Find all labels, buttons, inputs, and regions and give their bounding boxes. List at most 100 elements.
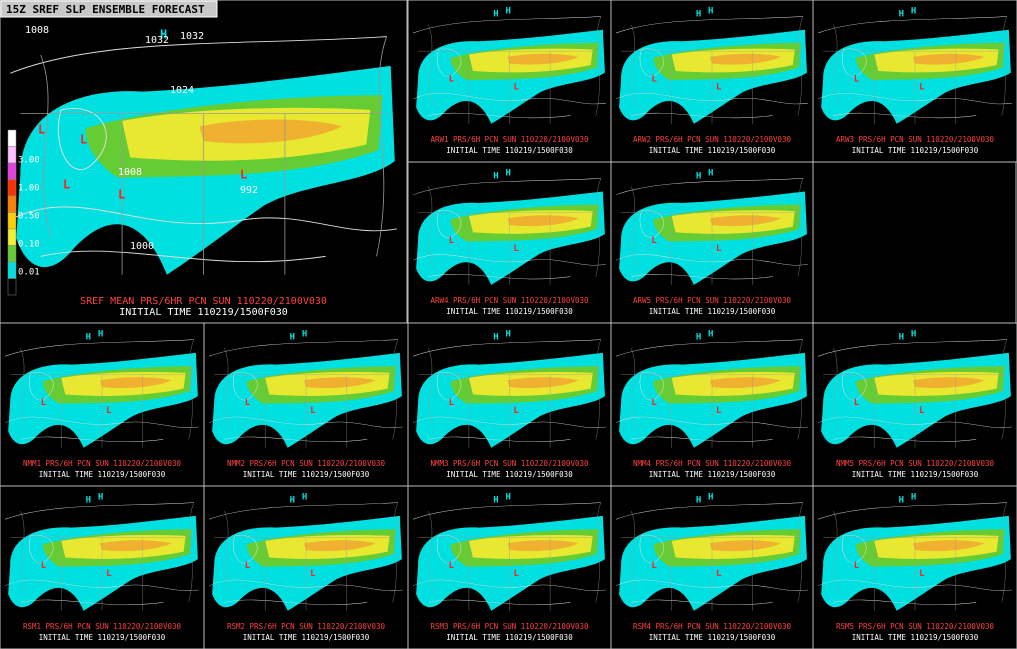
panel-caption: RSM3 PRS/6H PCN SUN 110220/2100V030 — [430, 622, 589, 631]
boundary — [20, 347, 26, 432]
legend-label: 0.10 — [18, 240, 40, 250]
pressure-center: L — [919, 406, 925, 416]
pressure-center: L — [240, 168, 247, 182]
pressure-center: L — [716, 569, 722, 579]
panel-init-time: INITIAL TIME 110219/1500F030 — [649, 307, 776, 316]
isobar — [615, 254, 808, 266]
map-panel: RSM2 PRS/6H PCN SUN 110220/2100V030 INITI… — [203, 485, 409, 649]
pressure-center: H — [290, 333, 295, 343]
map-panel: ARW1 PRS/6H PCN SUN 110220/2100V030 INITI… — [407, 0, 612, 163]
precip-field — [615, 178, 808, 285]
pressure-center: H — [290, 496, 295, 506]
pressure-center: H — [98, 492, 103, 502]
isobar — [615, 416, 808, 428]
panel-caption: ARW3 PRS/6H PCN SUN 110220/2100V030 — [836, 135, 995, 144]
isobar — [631, 112, 773, 119]
pressure-center: L — [449, 74, 455, 84]
boundary — [188, 339, 194, 440]
precip-field — [9, 36, 397, 275]
precip-area — [507, 53, 579, 65]
boundary — [224, 347, 230, 432]
precip-area — [912, 53, 985, 65]
legend-swatch — [7, 195, 17, 213]
map-panel: NMM4 PRS/6H PCN SUN 110220/2100V030 INITI… — [610, 322, 814, 487]
precip-field — [615, 339, 808, 448]
boundary — [376, 36, 388, 257]
pressure-center: L — [449, 561, 455, 571]
panel-caption: NMM4 PRS/6H PCN SUN 110220/2100V030 — [633, 459, 792, 468]
isobar-label: 1000 — [130, 241, 154, 252]
boundary — [428, 186, 434, 269]
pressure-center: H — [911, 329, 916, 339]
pressure-center: H — [86, 333, 91, 343]
pressure-center: L — [651, 561, 657, 571]
pressure-center: H — [86, 496, 91, 506]
pressure-center: L — [651, 236, 657, 246]
precip-field — [817, 16, 1012, 124]
panel-init-time: INITIAL TIME 110219/1500F030 — [852, 470, 979, 479]
precip-field — [208, 339, 403, 448]
panel-caption: RSM1 PRS/6H PCN SUN 110220/2100V030 — [23, 622, 182, 631]
legend-swatch — [7, 129, 17, 147]
precip-area — [99, 540, 172, 552]
boundary — [595, 339, 602, 440]
isobar — [615, 178, 803, 195]
isobar — [20, 436, 164, 442]
boundary — [631, 186, 637, 269]
legend-label: 1.00 — [18, 184, 40, 194]
pressure-center: H — [696, 10, 701, 20]
panel-caption: NMM1 PRS/6H PCN SUN 110220/2100V030 — [23, 459, 182, 468]
pressure-center: L — [41, 398, 47, 408]
pressure-center: L — [80, 133, 87, 147]
map-panel: RSM1 PRS/6H PCN SUN 110220/2100V030 INITI… — [0, 485, 205, 649]
panel-caption: ARW5 PRS/6H PCN SUN 110220/2100V030 — [633, 296, 792, 305]
isobar — [428, 112, 571, 119]
panel-init-time: INITIAL TIME 110219/1500F030 — [649, 633, 776, 642]
pressure-center: H — [505, 329, 510, 339]
precip-field — [615, 16, 808, 124]
panel-caption: RSM4 PRS/6H PCN SUN 110220/2100V030 — [633, 622, 792, 631]
isobar — [208, 579, 403, 591]
isobar — [428, 436, 571, 442]
isobar — [833, 112, 977, 119]
boundary — [631, 347, 637, 432]
panel-init-time: INITIAL TIME 110219/1500F030 — [39, 633, 166, 642]
boundary — [188, 502, 194, 603]
pressure-center: L — [854, 398, 860, 408]
map-panel: RSM3 PRS/6H PCN SUN 110220/2100V030 INITI… — [407, 485, 612, 649]
precip-area — [303, 540, 376, 552]
precip-area — [709, 377, 781, 389]
isobar — [412, 254, 606, 266]
boundary — [428, 24, 434, 108]
isobar — [817, 502, 1007, 520]
panel-caption: ARW1 PRS/6H PCN SUN 110220/2100V030 — [430, 135, 589, 144]
isobar — [9, 36, 387, 74]
boundary — [797, 16, 804, 116]
map-panel: ARW3 PRS/6H PCN SUN 110220/2100V030 INITI… — [812, 0, 1017, 163]
pressure-center: H — [696, 496, 701, 506]
map-panel: NMM2 PRS/6H PCN SUN 110220/2100V030 INITI… — [203, 322, 409, 487]
isobar — [615, 502, 803, 520]
pressure-center: H — [505, 168, 510, 178]
panel-caption: RSM2 PRS/6H PCN SUN 110220/2100V030 — [227, 622, 386, 631]
boundary — [833, 24, 839, 108]
panel-init-time: INITIAL TIME 110219/1500F030 — [649, 470, 776, 479]
pressure-center: H — [696, 172, 701, 182]
isobar-label: 1032 — [145, 35, 169, 46]
legend-label: 3.00 — [18, 156, 40, 166]
precip-area — [709, 215, 781, 227]
map-panel: RSM4 PRS/6H PCN SUN 110220/2100V030 INITI… — [610, 485, 814, 649]
boundary — [392, 502, 398, 603]
pressure-center: H — [493, 333, 498, 343]
precip-field — [412, 502, 606, 611]
isobar — [833, 599, 977, 605]
isobar — [412, 92, 606, 105]
isobar — [224, 436, 368, 442]
boundary — [20, 510, 26, 595]
panel-caption: ARW2 PRS/6H PCN SUN 110220/2100V030 — [633, 135, 792, 144]
legend-swatch — [7, 228, 17, 246]
isobar — [631, 436, 773, 442]
isobar-label: 1008 — [118, 167, 142, 178]
precip-field — [4, 339, 199, 448]
legend-swatch — [7, 162, 17, 180]
